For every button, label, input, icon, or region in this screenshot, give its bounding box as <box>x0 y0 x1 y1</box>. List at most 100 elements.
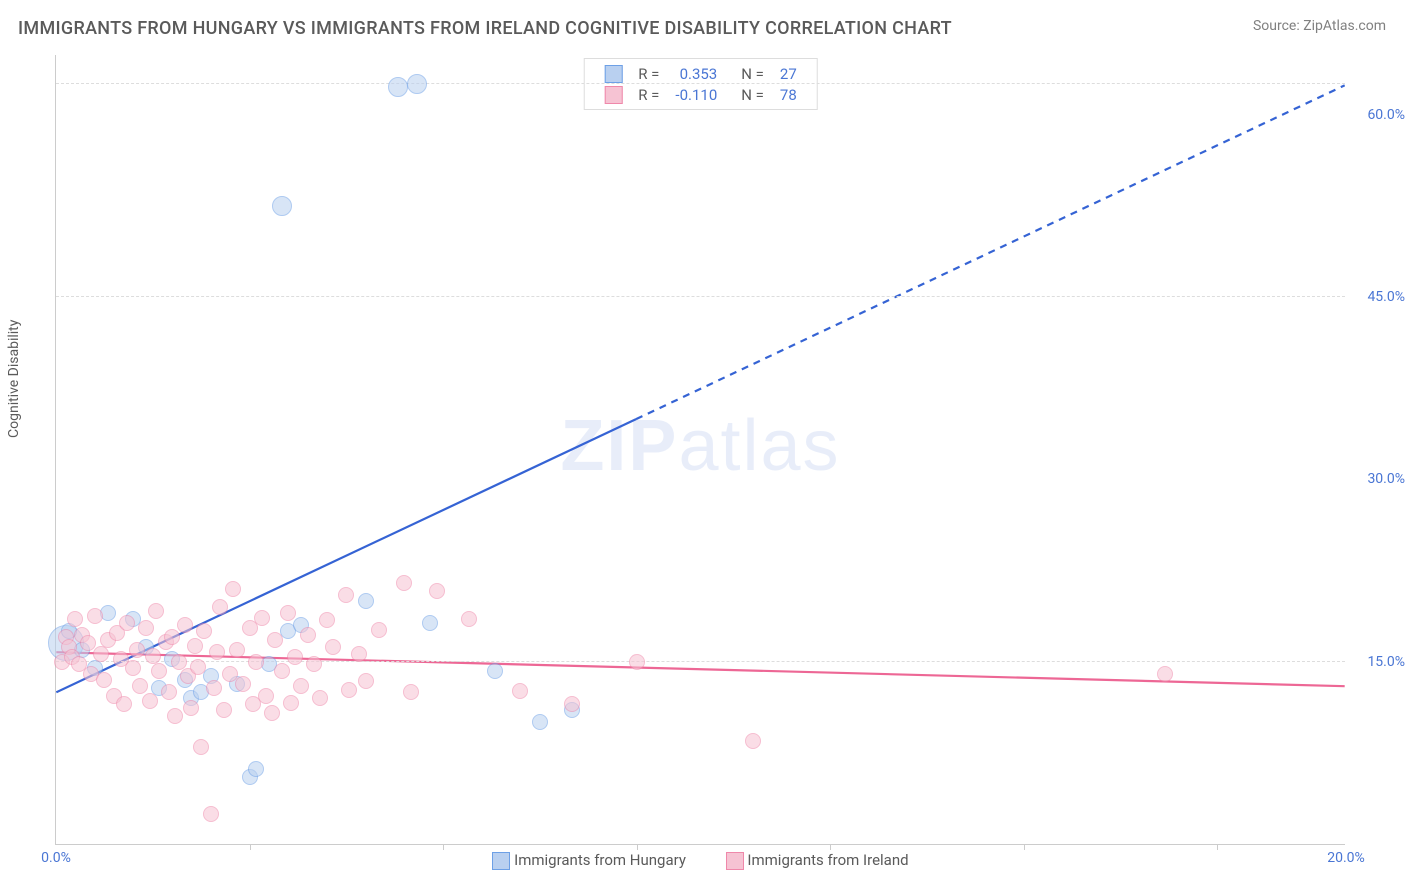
scatter-point-hungary <box>532 714 548 730</box>
scatter-point-ireland <box>167 708 183 724</box>
scatter-point-ireland <box>161 684 177 700</box>
scatter-point-ireland <box>312 690 328 706</box>
x-tick-mark <box>443 844 444 850</box>
trendlines-svg <box>56 55 1345 844</box>
scatter-point-ireland <box>248 654 264 670</box>
watermark-rest: atlas <box>678 405 840 485</box>
legend-item-hungary: Immigrants from Hungary <box>492 851 686 870</box>
scatter-point-ireland <box>396 575 412 591</box>
scatter-point-ireland <box>341 682 357 698</box>
scatter-point-ireland <box>183 700 199 716</box>
scatter-point-hungary <box>358 593 374 609</box>
scatter-point-ireland <box>171 654 187 670</box>
r-value-hungary: 0.353 <box>667 63 725 84</box>
scatter-point-ireland <box>145 648 161 664</box>
scatter-point-ireland <box>254 610 270 626</box>
scatter-point-ireland <box>371 622 387 638</box>
scatter-point-hungary <box>388 77 408 97</box>
swatch-hungary <box>604 65 622 83</box>
scatter-point-ireland <box>225 581 241 597</box>
scatter-point-ireland <box>564 696 580 712</box>
chart-container: IMMIGRANTS FROM HUNGARY VS IMMIGRANTS FR… <box>0 0 1406 892</box>
scatter-point-ireland <box>235 676 251 692</box>
n-value-hungary: 27 <box>772 63 805 84</box>
scatter-point-ireland <box>93 646 109 662</box>
scatter-point-ireland <box>125 660 141 676</box>
watermark: ZIPatlas <box>560 404 840 486</box>
swatch-ireland <box>726 852 744 870</box>
scatter-point-ireland <box>293 678 309 694</box>
scatter-point-ireland <box>306 656 322 672</box>
y-axis-label: Cognitive Disability <box>6 320 22 438</box>
scatter-point-ireland <box>1157 666 1173 682</box>
scatter-point-ireland <box>283 695 299 711</box>
scatter-point-ireland <box>67 611 83 627</box>
n-label: N = <box>725 84 772 105</box>
watermark-bold: ZIP <box>560 405 678 485</box>
x-tick-mark <box>1217 844 1218 850</box>
scatter-point-ireland <box>187 638 203 654</box>
r-label: R = <box>630 84 667 105</box>
scatter-point-ireland <box>190 659 206 675</box>
scatter-point-hungary <box>272 196 292 216</box>
series-name-hungary: Immigrants from Hungary <box>514 851 686 869</box>
source-label: Source: <box>1253 18 1300 34</box>
n-label: N = <box>725 63 772 84</box>
scatter-point-ireland <box>212 599 228 615</box>
scatter-point-ireland <box>267 632 283 648</box>
scatter-point-ireland <box>319 612 335 628</box>
x-tick-label: 20.0% <box>1327 850 1365 866</box>
scatter-point-ireland <box>142 693 158 709</box>
gridline <box>56 296 1345 297</box>
scatter-point-ireland <box>87 608 103 624</box>
scatter-point-ireland <box>512 683 528 699</box>
scatter-point-ireland <box>351 646 367 662</box>
scatter-point-ireland <box>325 639 341 655</box>
scatter-point-ireland <box>196 623 212 639</box>
scatter-point-ireland <box>148 603 164 619</box>
scatter-point-ireland <box>96 672 112 688</box>
scatter-point-hungary <box>422 615 438 631</box>
n-value-ireland: 78 <box>772 84 805 105</box>
x-tick-mark <box>1024 844 1025 850</box>
x-tick-mark <box>250 844 251 850</box>
scatter-point-ireland <box>119 615 135 631</box>
scatter-point-ireland <box>745 733 761 749</box>
scatter-point-hungary <box>407 74 427 94</box>
scatter-point-ireland <box>274 663 290 679</box>
scatter-point-ireland <box>206 680 222 696</box>
r-label: R = <box>630 63 667 84</box>
series-name-ireland: Immigrants from Ireland <box>747 851 908 869</box>
legend-row-ireland: R = -0.110 N = 78 <box>596 84 805 105</box>
scatter-point-ireland <box>287 649 303 665</box>
swatch-ireland <box>604 86 622 104</box>
y-tick-label: 30.0% <box>1367 471 1405 487</box>
scatter-point-ireland <box>429 583 445 599</box>
source-attribution: Source: ZipAtlas.com <box>1253 18 1386 34</box>
scatter-point-ireland <box>116 696 132 712</box>
scatter-point-ireland <box>209 644 225 660</box>
source-value: ZipAtlas.com <box>1303 18 1386 34</box>
scatter-point-ireland <box>132 678 148 694</box>
x-tick-mark <box>637 844 638 850</box>
chart-title: IMMIGRANTS FROM HUNGARY VS IMMIGRANTS FR… <box>18 18 952 39</box>
scatter-point-ireland <box>129 642 145 658</box>
scatter-point-ireland <box>203 806 219 822</box>
scatter-point-ireland <box>193 739 209 755</box>
scatter-point-ireland <box>629 654 645 670</box>
scatter-point-ireland <box>264 705 280 721</box>
scatter-point-ireland <box>229 642 245 658</box>
scatter-point-ireland <box>138 620 154 636</box>
y-tick-label: 45.0% <box>1367 289 1405 305</box>
scatter-point-ireland <box>177 617 193 633</box>
legend-series: Immigrants from Hungary Immigrants from … <box>56 851 1345 870</box>
scatter-point-ireland <box>403 684 419 700</box>
scatter-point-ireland <box>300 627 316 643</box>
y-tick-label: 15.0% <box>1367 654 1405 670</box>
scatter-point-ireland <box>358 673 374 689</box>
scatter-point-ireland <box>151 663 167 679</box>
r-value-ireland: -0.110 <box>667 84 725 105</box>
scatter-point-ireland <box>280 605 296 621</box>
x-tick-label: 0.0% <box>41 850 71 866</box>
scatter-point-hungary <box>487 663 503 679</box>
